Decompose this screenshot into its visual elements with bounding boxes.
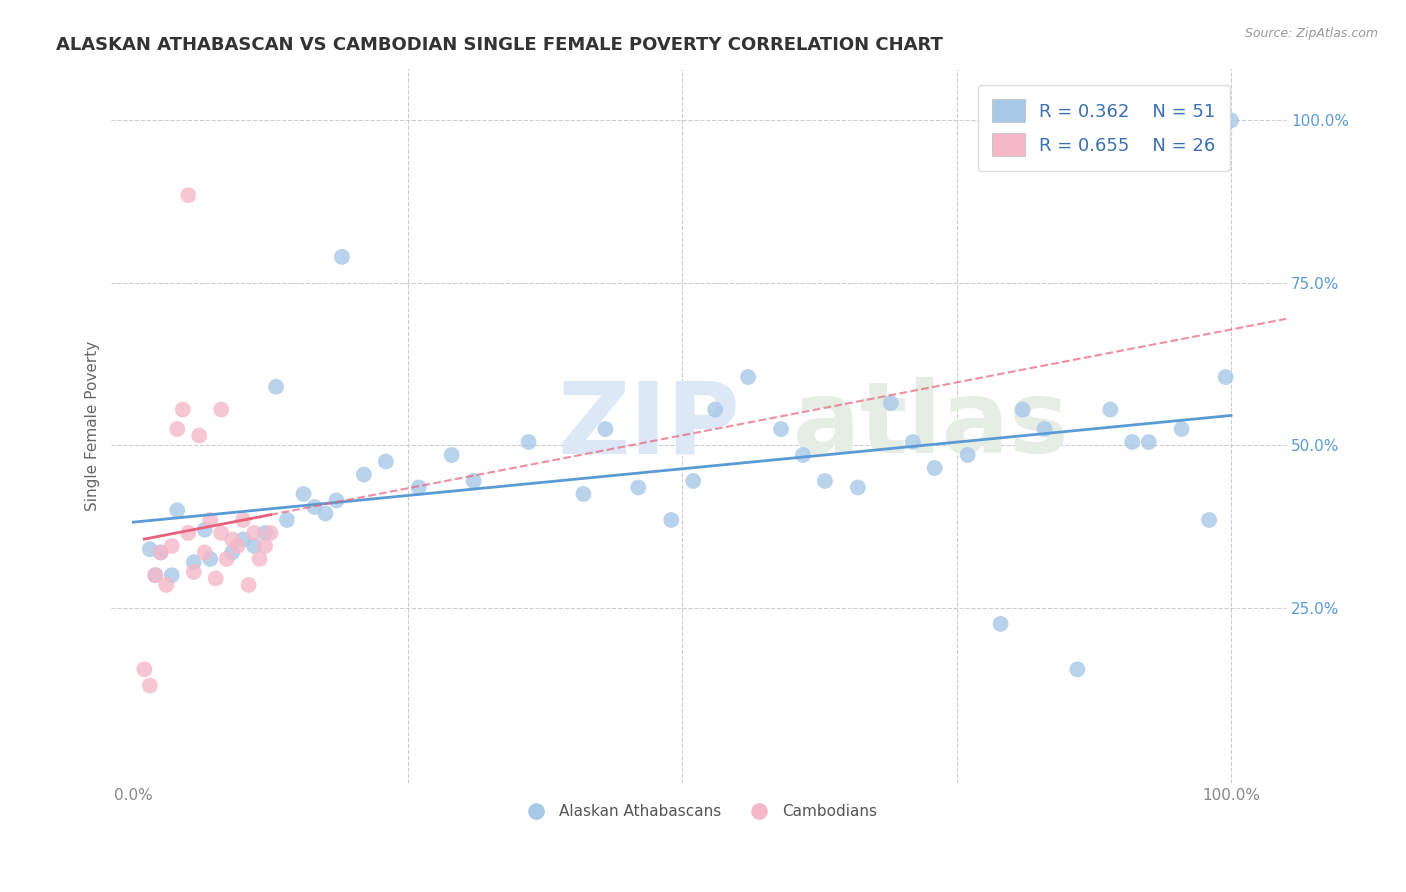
Legend: Alaskan Athabascans, Cambodians: Alaskan Athabascans, Cambodians [515, 798, 883, 825]
Point [1011, 402, 1033, 417]
Point [221, 533, 243, 547]
Point [160, 539, 183, 553]
Point [177, 188, 200, 202]
Point [1066, 662, 1088, 676]
Point [243, 539, 266, 553]
Point [160, 568, 183, 582]
Point [209, 525, 232, 540]
Point [172, 402, 194, 417]
Point [134, 662, 156, 676]
Point [149, 545, 172, 559]
Point [1121, 435, 1143, 450]
Point [292, 487, 315, 501]
Point [627, 481, 650, 495]
Point [1033, 422, 1056, 436]
Text: Source: ZipAtlas.com: Source: ZipAtlas.com [1244, 27, 1378, 40]
Point [1198, 513, 1220, 527]
Point [232, 533, 254, 547]
Point [188, 428, 211, 442]
Point [249, 552, 271, 566]
Point [254, 539, 277, 553]
Point [408, 481, 430, 495]
Point [183, 555, 205, 569]
Point [177, 525, 200, 540]
Point [232, 513, 254, 527]
Point [204, 571, 226, 585]
Point [704, 402, 727, 417]
Point [517, 435, 540, 450]
Point [769, 422, 792, 436]
Point [143, 568, 166, 582]
Point [200, 552, 222, 566]
Point [325, 493, 347, 508]
Point [243, 525, 266, 540]
Text: ALASKAN ATHABASCAN VS CAMBODIAN SINGLE FEMALE POVERTY CORRELATION CHART: ALASKAN ATHABASCAN VS CAMBODIAN SINGLE F… [56, 36, 943, 54]
Point [353, 467, 375, 482]
Point [264, 380, 287, 394]
Point [956, 448, 979, 462]
Point [221, 545, 243, 559]
Point [440, 448, 463, 462]
Point [924, 461, 946, 475]
Point [149, 545, 172, 559]
Point [737, 370, 759, 384]
Point [304, 500, 326, 514]
Point [183, 565, 205, 579]
Point [155, 578, 177, 592]
Point [194, 545, 217, 559]
Point [238, 578, 260, 592]
Point [1220, 113, 1243, 128]
Point [276, 513, 298, 527]
Point [1137, 435, 1160, 450]
Point [792, 448, 814, 462]
Point [194, 523, 217, 537]
Point [1170, 422, 1192, 436]
Point [166, 503, 188, 517]
Point [254, 525, 277, 540]
Point [200, 513, 222, 527]
Point [215, 552, 238, 566]
Text: ZIP: ZIP [558, 377, 741, 475]
Point [374, 454, 396, 468]
Point [1099, 402, 1122, 417]
Point [572, 487, 595, 501]
Point [463, 474, 485, 488]
Point [659, 513, 682, 527]
Point [846, 481, 869, 495]
Point [259, 525, 281, 540]
Point [880, 396, 903, 410]
Point [143, 568, 166, 582]
Text: atlas: atlas [793, 377, 1070, 475]
Point [226, 539, 249, 553]
Point [682, 474, 704, 488]
Point [595, 422, 617, 436]
Point [814, 474, 837, 488]
Point [314, 507, 336, 521]
Point [166, 422, 188, 436]
Point [901, 435, 924, 450]
Point [1215, 370, 1237, 384]
Y-axis label: Single Female Poverty: Single Female Poverty [86, 341, 100, 511]
Point [330, 250, 353, 264]
Point [139, 542, 162, 557]
Point [209, 402, 232, 417]
Point [139, 679, 162, 693]
Point [990, 616, 1012, 631]
